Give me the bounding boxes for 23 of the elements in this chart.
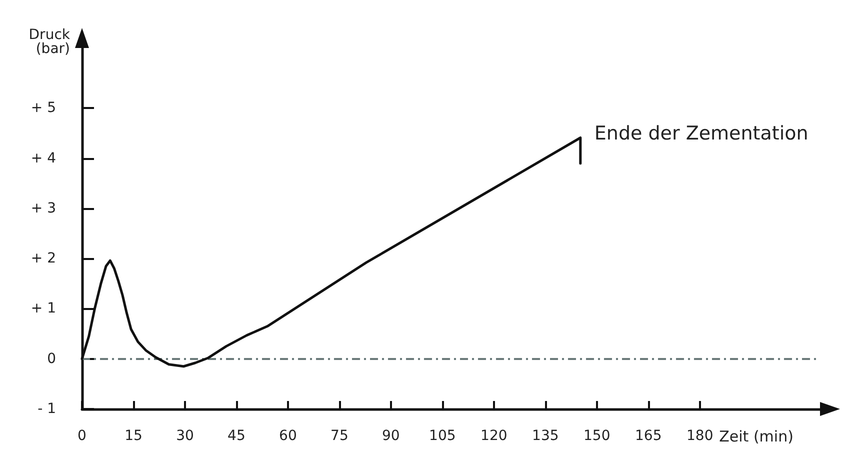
x-tick-label: 165 <box>635 428 662 444</box>
x-tick-label: 60 <box>279 428 297 444</box>
x-tick-label: 105 <box>429 428 456 444</box>
x-tick-label: 135 <box>532 428 559 444</box>
y-tick-label: + 4 <box>30 150 56 166</box>
annotation: Ende der Zementation <box>594 122 808 145</box>
x-tick-label: 0 <box>78 428 86 444</box>
x-tick-label: 15 <box>124 428 142 444</box>
y-axis-title: Druck (bar) <box>28 27 71 57</box>
x-tick-label: 30 <box>176 428 194 444</box>
y-tick-label: 0 <box>47 350 56 367</box>
y-tick-label: + 2 <box>30 250 56 267</box>
y-tick-label: + 5 <box>30 100 56 116</box>
x-tick-label: 150 <box>584 428 610 444</box>
y-tick-label: + 1 <box>30 300 56 317</box>
y-tick-label: + 3 <box>30 200 56 216</box>
x-tick-label: 120 <box>480 428 508 444</box>
x-axis-title: Zeit (min) <box>719 428 794 446</box>
x-tick-label: 180 <box>686 428 714 444</box>
x-tick-label: 45 <box>228 428 246 444</box>
x-tick-label: 75 <box>330 428 348 444</box>
y-tick-label: - 1 <box>38 401 56 417</box>
x-tick-label: 90 <box>382 428 400 444</box>
